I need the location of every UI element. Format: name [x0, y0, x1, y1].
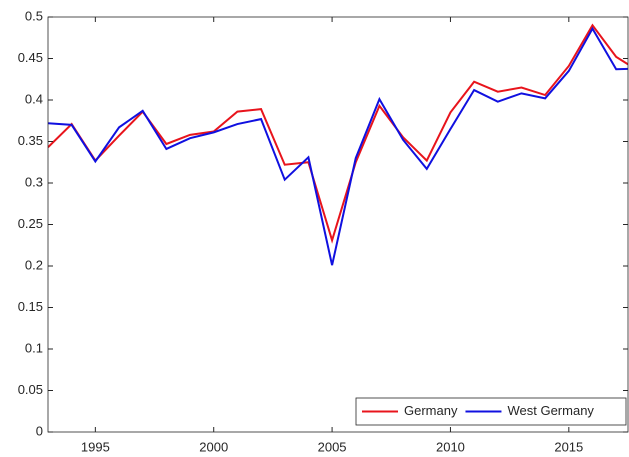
x-tick-label: 1995	[81, 439, 110, 454]
y-tick-label: 0.2	[25, 257, 43, 272]
data-line	[48, 26, 628, 266]
y-tick-label: 0.15	[18, 299, 43, 314]
x-tick-label: 2010	[436, 439, 465, 454]
plot-lines	[48, 23, 628, 266]
x-tick-label: 2005	[318, 439, 347, 454]
y-tick-label: 0.35	[18, 133, 43, 148]
y-tick-label: 0.4	[25, 91, 43, 106]
y-tick-label: 0.45	[18, 50, 43, 65]
legend-label: West Germany	[507, 403, 594, 418]
y-tick-label: 0	[36, 423, 43, 438]
legend-label: Germany	[404, 403, 458, 418]
y-tick-label: 0.3	[25, 174, 43, 189]
y-tick-label: 0.5	[25, 8, 43, 23]
y-tick-label: 0.05	[18, 382, 43, 397]
x-tick-label: 2000	[199, 439, 228, 454]
y-tick-label: 0.1	[25, 340, 43, 355]
y-tick-label: 0.25	[18, 216, 43, 231]
x-tick-label: 2015	[554, 439, 583, 454]
